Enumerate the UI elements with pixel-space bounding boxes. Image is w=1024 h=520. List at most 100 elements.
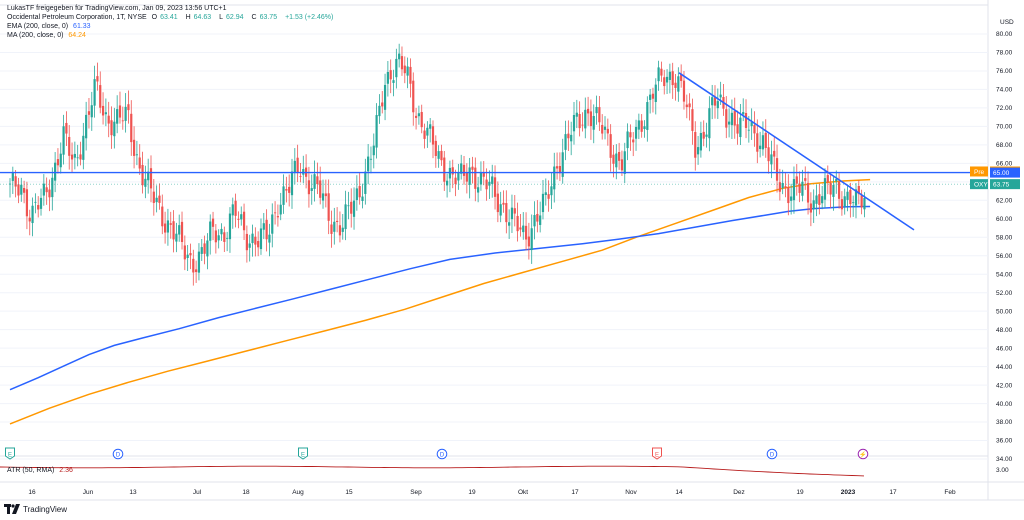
candle-body xyxy=(595,106,598,114)
candle xyxy=(186,244,189,271)
candle xyxy=(282,174,285,214)
ema-label[interactable]: EMA (200, close, 0) xyxy=(7,23,69,30)
event-marker-dividend[interactable]: D xyxy=(112,448,124,460)
candle-body xyxy=(166,220,170,233)
candle-body xyxy=(863,197,866,210)
candle-body xyxy=(138,157,141,169)
event-marker-earnings[interactable]: E xyxy=(652,447,662,460)
candle-body xyxy=(570,134,573,142)
candle-body xyxy=(640,120,643,132)
candle xyxy=(431,120,435,159)
time-axis[interactable]: 16 Jun 13 Jul 18 Aug 15 Sep 19 Okt 17 Nov 14 Dez 19 202… xyxy=(28,489,956,496)
candle-body xyxy=(804,178,807,181)
price-tag-name: Pre xyxy=(974,169,985,176)
ema-value: 61.33 xyxy=(73,23,91,30)
time-tick-label: Dez xyxy=(733,489,745,496)
candle xyxy=(180,211,184,250)
price-tick-label: 48.00 xyxy=(996,327,1013,334)
candle xyxy=(23,180,26,204)
atr-legend[interactable]: ATR (50, RMA) 2.36 xyxy=(7,466,76,475)
candle-body xyxy=(826,175,829,183)
candle-body xyxy=(558,165,561,174)
tradingview-footer[interactable]: TradingView xyxy=(4,504,67,514)
candle-body xyxy=(118,105,122,118)
event-marker-earnings[interactable]: E xyxy=(298,447,308,460)
candle-body xyxy=(11,172,14,181)
time-tick-label: 15 xyxy=(345,489,353,496)
candle xyxy=(197,243,201,281)
candle-body xyxy=(657,67,660,82)
candle xyxy=(764,119,767,158)
ma-label[interactable]: MA (200, close, 0) xyxy=(7,32,64,39)
candle-body xyxy=(784,186,787,188)
candle-body xyxy=(172,221,175,240)
price-axis[interactable]: USD 80.00 78.00 76.00 74.00 72.00 70.00 68.00 66… xyxy=(970,19,1020,474)
candle-body xyxy=(702,131,705,139)
candle-body xyxy=(508,222,511,226)
ema-legend[interactable]: EMA (200, close, 0) 61.33 xyxy=(7,22,94,31)
candle-body xyxy=(581,124,584,126)
symbol-legend[interactable]: Occidental Petroleum Corporation, 1T, NY… xyxy=(7,13,336,22)
candle xyxy=(423,123,426,149)
atr-label[interactable]: ATR (50, RMA) xyxy=(7,467,55,474)
candle-body xyxy=(488,181,491,186)
candle-body xyxy=(747,129,750,131)
candle-body xyxy=(477,187,480,193)
candle xyxy=(620,150,624,177)
candle xyxy=(606,118,609,146)
candle xyxy=(245,225,248,263)
candle xyxy=(358,173,361,205)
event-marker-dividend[interactable]: D xyxy=(436,448,448,460)
price-tag-value-bg xyxy=(990,167,1020,178)
ma-legend[interactable]: MA (200, close, 0) 64.24 xyxy=(7,31,89,40)
event-markers[interactable]: E D E D E D ⚡ xyxy=(5,447,869,460)
candle-body xyxy=(206,240,209,257)
candle-body xyxy=(288,186,291,193)
candle xyxy=(209,214,212,255)
candle-body xyxy=(45,187,48,193)
candle xyxy=(592,104,595,144)
candle xyxy=(254,227,257,257)
candle xyxy=(336,207,339,233)
candle xyxy=(65,111,68,147)
event-marker-split[interactable]: ⚡ xyxy=(857,448,869,460)
candle-body xyxy=(62,126,65,155)
candle-body xyxy=(99,85,102,108)
candle xyxy=(175,222,178,253)
candle-body xyxy=(637,120,640,130)
event-marker-earnings[interactable]: E xyxy=(5,447,15,460)
candle-body xyxy=(632,139,635,143)
candle-body xyxy=(725,109,728,128)
candle-body xyxy=(161,206,164,227)
candle-body xyxy=(59,153,62,168)
candle-body xyxy=(178,225,181,235)
event-marker-dividend[interactable]: D xyxy=(766,448,778,460)
candle xyxy=(603,116,607,140)
candle-body xyxy=(169,223,172,225)
candle xyxy=(516,202,519,242)
candle xyxy=(533,201,536,240)
price-tick-label: 78.00 xyxy=(996,50,1013,57)
split-icon xyxy=(857,448,869,460)
candle xyxy=(479,161,483,191)
candle xyxy=(285,176,288,203)
candle-body xyxy=(524,225,528,240)
event-marker-letter: D xyxy=(440,453,445,459)
candle-body xyxy=(474,167,477,189)
candle xyxy=(680,64,683,88)
candle xyxy=(553,152,556,203)
candle xyxy=(713,85,717,119)
ma-value: 64.24 xyxy=(68,32,86,39)
candle-body xyxy=(643,126,646,130)
candle xyxy=(400,46,404,76)
candle-body xyxy=(282,186,285,205)
candle xyxy=(96,62,99,91)
candle xyxy=(135,140,138,166)
event-marker-letter: D xyxy=(116,453,121,459)
candle xyxy=(183,235,186,271)
drawing-tools[interactable] xyxy=(0,72,988,231)
symbol-name[interactable]: Occidental Petroleum Corporation, 1T, NY… xyxy=(7,14,147,21)
time-tick-label: Aug xyxy=(292,489,304,496)
candle xyxy=(465,163,468,194)
